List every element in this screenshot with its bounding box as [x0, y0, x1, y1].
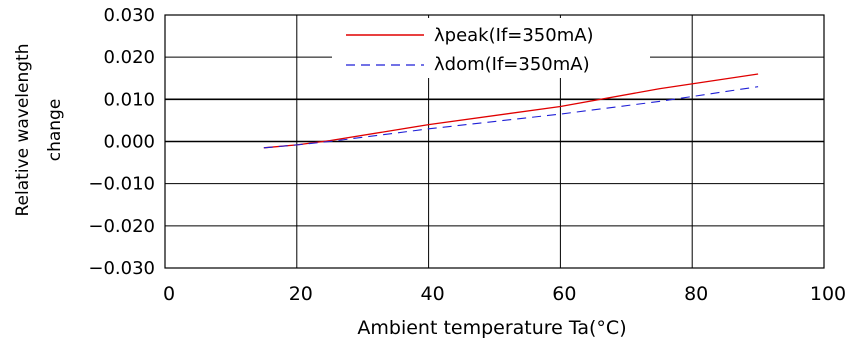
y-tick-label: −0.030 [88, 258, 155, 279]
x-tick-label: 60 [552, 283, 576, 305]
y-axis-label-line1: Relative wavelength [13, 44, 33, 217]
legend: λpeak(If=350mA) λdom(If=350mA) [332, 18, 650, 78]
y-tick-label: 0.000 [103, 132, 155, 153]
y-tick-label: 0.030 [103, 5, 155, 26]
x-tick-label: 20 [289, 283, 313, 305]
x-axis-label: Ambient temperature Ta(°C) [357, 317, 626, 339]
y-tick-label: 0.010 [103, 89, 155, 110]
y-axis-label-line2: change [45, 99, 65, 162]
x-tick-label: 40 [421, 283, 445, 305]
x-tick-labels: 0 20 40 60 80 100 [163, 283, 846, 305]
x-tick-label: 100 [810, 283, 846, 305]
x-tick-label: 80 [684, 283, 708, 305]
series-line-dom [263, 86, 759, 149]
plot-frame [164, 14, 825, 269]
series-line-peak [263, 73, 759, 149]
legend-label-peak: λpeak(If=350mA) [434, 25, 594, 46]
y-tick-label: −0.010 [88, 174, 155, 195]
y-tick-labels: 0.030 0.020 0.010 0.000 −0.010 −0.020 −0.030 [88, 5, 155, 279]
x-tick-label: 0 [163, 283, 175, 305]
y-tick-label: 0.020 [103, 47, 155, 68]
series-lines [263, 73, 759, 149]
legend-label-dom: λdom(If=350mA) [434, 54, 590, 75]
y-tick-label: −0.020 [88, 216, 155, 237]
legend-box [332, 18, 650, 78]
